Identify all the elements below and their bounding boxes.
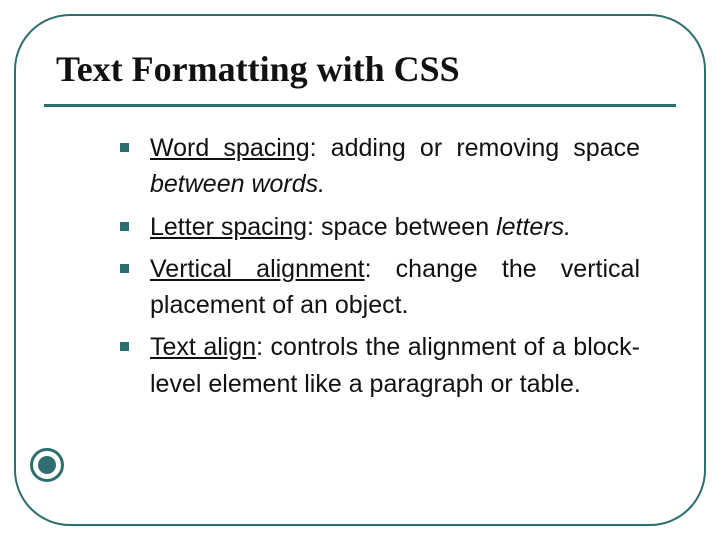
slide-title: Text Formatting with CSS	[56, 48, 460, 90]
title-rule	[44, 104, 676, 107]
list-item: Vertical alignment: change the vertical …	[150, 251, 640, 324]
accent-circle-icon	[30, 448, 64, 482]
list-item: Text align: controls the alignment of a …	[150, 329, 640, 402]
term: Letter spacing	[150, 213, 307, 241]
slide: Text Formatting with CSS Word spacing: a…	[0, 0, 720, 540]
text: : space between	[307, 213, 496, 241]
term: Text align	[150, 333, 256, 361]
italic-text: letters.	[496, 213, 571, 241]
italic-text: between words.	[150, 170, 325, 198]
term: Word spacing	[150, 134, 310, 162]
bullet-list: Word spacing: adding or removing space b…	[150, 130, 640, 408]
list-item: Letter spacing: space between letters.	[150, 209, 640, 245]
text: : adding or removing space	[310, 134, 640, 162]
list-item: Word spacing: adding or removing space b…	[150, 130, 640, 203]
term: Vertical alignment	[150, 255, 365, 283]
